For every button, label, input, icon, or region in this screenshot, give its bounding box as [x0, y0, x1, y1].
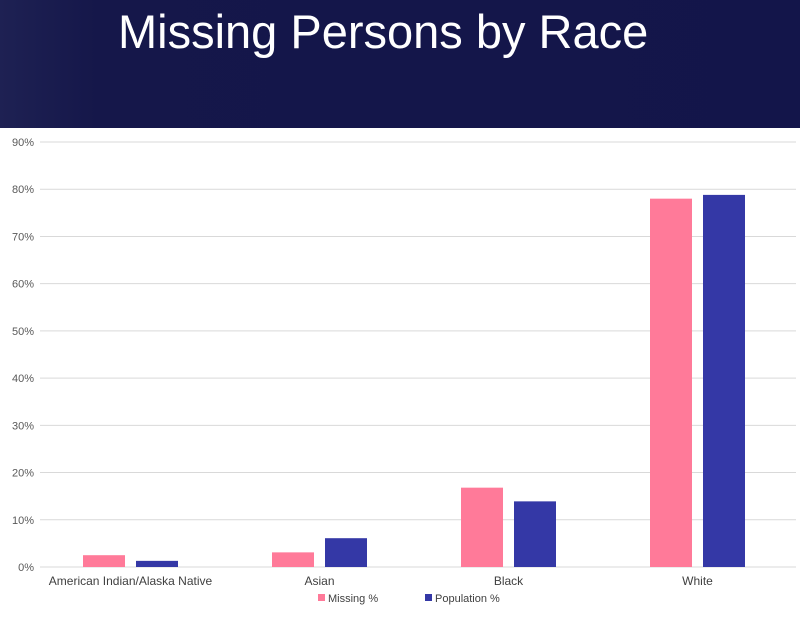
legend-label: Population %: [435, 593, 500, 605]
legend-swatch: [425, 594, 432, 601]
y-tick-label: 10%: [12, 515, 34, 527]
x-category-label: White: [682, 574, 713, 588]
x-category-label: Black: [494, 574, 524, 588]
bar-population-2: [514, 501, 556, 567]
bar-chart: 0% 10% 20% 30% 40% 50% 60% 70% 80% 90% American I…: [12, 137, 796, 605]
slide-header: Missing Persons by Race: [0, 0, 800, 128]
y-tick-label: 40%: [12, 373, 34, 385]
y-tick-label: 90%: [12, 137, 34, 149]
x-category-label: American Indian/Alaska Native: [49, 574, 213, 588]
y-tick-label: 70%: [12, 231, 34, 243]
y-tick-label: 30%: [12, 420, 34, 432]
y-axis-tick-labels: 0% 10% 20% 30% 40% 50% 60% 70% 80% 90%: [12, 137, 34, 574]
bar-missing-0: [83, 555, 125, 567]
y-tick-label: 80%: [12, 184, 34, 196]
gridlines: [40, 141, 796, 568]
bar-missing-1: [272, 552, 314, 567]
bar-missing-3: [650, 198, 692, 567]
y-tick-label: 60%: [12, 279, 34, 291]
chart-area: 0% 10% 20% 30% 40% 50% 60% 70% 80% 90% American I…: [0, 128, 800, 622]
bars: [83, 194, 745, 567]
bar-population-0: [136, 560, 178, 567]
slide-title: Missing Persons by Race: [118, 5, 649, 58]
bar-population-3: [703, 194, 745, 567]
bar-missing-2: [461, 487, 503, 567]
x-axis-category-labels: American Indian/Alaska Native Asian Black W…: [49, 574, 713, 588]
bar-population-1: [325, 538, 367, 567]
y-tick-label: 0%: [18, 562, 34, 574]
legend-swatch: [318, 594, 325, 601]
y-tick-label: 50%: [12, 326, 34, 338]
legend: Missing % Population %: [318, 593, 500, 605]
y-tick-label: 20%: [12, 468, 34, 480]
legend-label: Missing %: [328, 593, 378, 605]
x-category-label: Asian: [304, 574, 334, 588]
